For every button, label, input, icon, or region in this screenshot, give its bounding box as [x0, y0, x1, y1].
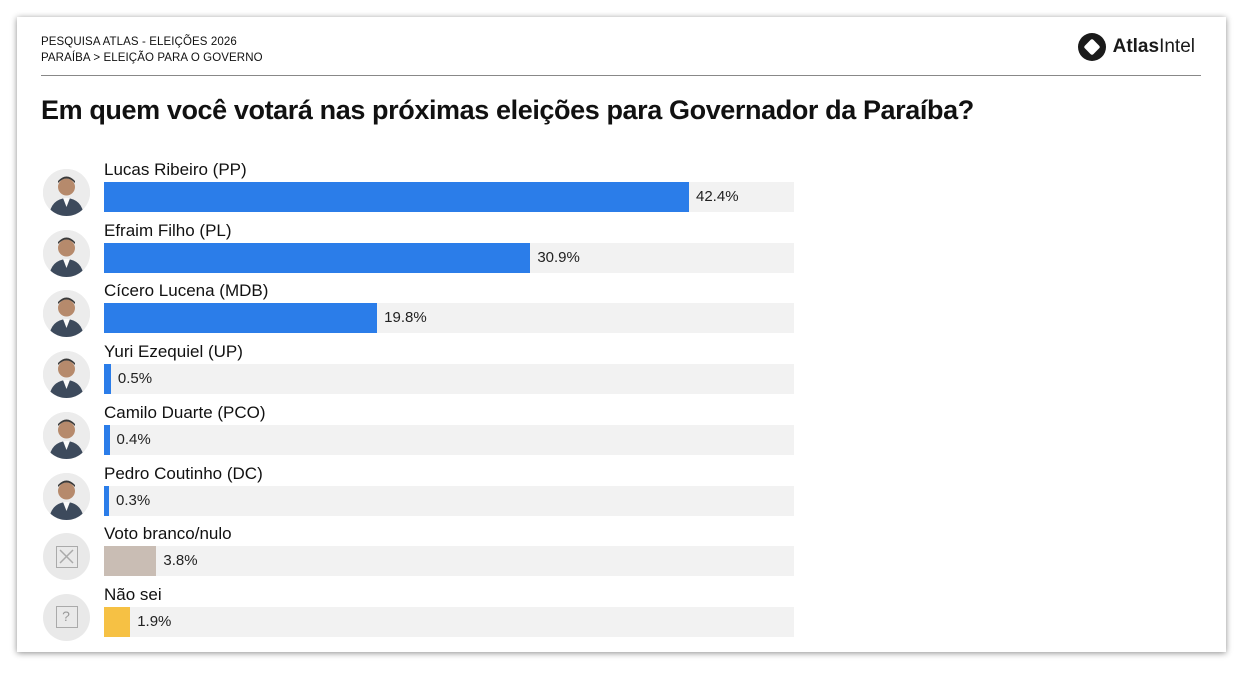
bar-value-label: 1.9% [137, 612, 172, 630]
bar [104, 364, 111, 395]
bar [104, 242, 531, 273]
bar-row: Efraim Filho (PL) 30.9% [17, 220, 817, 281]
bar-row: Yuri Ezequiel (UP) 0.5% [17, 341, 817, 402]
bar-track: 42.4% [104, 182, 794, 212]
candidate-avatar [43, 229, 90, 277]
bar-track: 3.8% [104, 546, 794, 577]
header-divider [41, 75, 1201, 76]
candidate-avatar [43, 411, 90, 459]
brand-name-light: Intel [1159, 36, 1195, 57]
bar-value-label: 30.9% [537, 248, 580, 266]
bar-label: Efraim Filho (PL) [104, 220, 232, 240]
bar-label: Cícero Lucena (MDB) [104, 281, 269, 301]
chart-card: PESQUISA ATLAS - ELEIÇÕES 2026 PARAÍBA >… [17, 17, 1226, 652]
bar [104, 485, 109, 516]
question-icon: ? [55, 606, 78, 629]
bar-track: 0.5% [104, 364, 794, 395]
brand-name-bold: Atlas [1112, 36, 1160, 57]
person-icon [43, 472, 90, 520]
bar-label: Pedro Coutinho (DC) [104, 463, 263, 483]
bar-row: Camilo Duarte (PCO) 0.4% [17, 402, 817, 463]
bar [104, 546, 157, 577]
bar-label: Lucas Ribeiro (PP) [104, 160, 247, 179]
bar [104, 424, 110, 455]
bar-value-label: 0.5% [117, 370, 153, 388]
person-icon [43, 169, 90, 216]
person-icon [43, 290, 90, 338]
bar [104, 182, 689, 212]
bar-value-label: 0.3% [116, 491, 151, 509]
bar-track: 0.4% [104, 424, 794, 455]
atlasintel-logo: AtlasIntel [1077, 33, 1195, 61]
bar-value-label: 19.8% [384, 309, 427, 327]
bar-label: Voto branco/nulo [104, 524, 232, 544]
bar-track: 19.8% [104, 303, 794, 334]
survey-header: PESQUISA ATLAS - ELEIÇÕES 2026 PARAÍBA >… [41, 34, 263, 66]
blank-vote-icon [55, 545, 78, 568]
bar-value-label: 0.4% [116, 430, 151, 448]
breadcrumb: PARAÍBA > ELEIÇÃO PARA O GOVERNO [41, 52, 263, 64]
survey-name: PESQUISA ATLAS - ELEIÇÕES 2026 [41, 36, 237, 48]
bar [104, 606, 131, 637]
bar-row: ? Não sei 1.9% [17, 584, 817, 645]
bar-row: Pedro Coutinho (DC) 0.3% [17, 463, 817, 524]
bar-label: Camilo Duarte (PCO) [104, 402, 266, 422]
bar-value-label: 3.8% [163, 552, 198, 570]
bar-track: 30.9% [104, 242, 794, 273]
person-icon [43, 229, 90, 277]
bar-row: Voto branco/nulo 3.8% [17, 523, 817, 584]
bar-value-label: 42.4% [696, 188, 739, 205]
atlasintel-logo-icon [1077, 33, 1106, 61]
bar-track: 0.3% [104, 485, 794, 516]
brand-name: AtlasIntel [1113, 36, 1195, 58]
bar-label: Yuri Ezequiel (UP) [104, 342, 243, 362]
candidate-avatar [43, 169, 90, 216]
bar [104, 303, 378, 334]
candidate-avatar [43, 351, 90, 399]
bar-row: Cícero Lucena (MDB) 19.8% [17, 280, 817, 341]
person-icon [43, 351, 90, 399]
person-icon [43, 411, 90, 459]
candidate-avatar [43, 533, 90, 581]
bar-label: Não sei [104, 584, 162, 604]
candidate-avatar [43, 472, 90, 520]
chart-title: Em quem você votará nas próximas eleiçõe… [41, 95, 974, 125]
bar-track: 1.9% [104, 606, 794, 637]
bar-row: Lucas Ribeiro (PP) 42.4% [17, 159, 817, 220]
candidate-avatar: ? [43, 593, 90, 641]
candidate-avatar [43, 290, 90, 338]
